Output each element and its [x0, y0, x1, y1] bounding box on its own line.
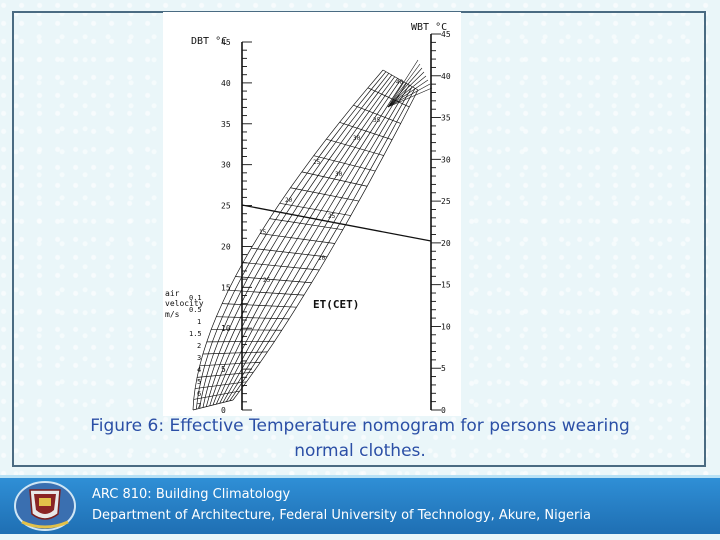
air-velocity-label-3: m/s	[165, 310, 180, 319]
dbt-tick-label: 25	[221, 202, 231, 211]
dbt-tick-label: 0	[221, 406, 226, 415]
grid-label: 20	[285, 197, 293, 204]
mesh-fan-line	[387, 87, 433, 108]
wbt-axis-label: WBT °C	[411, 22, 447, 33]
dbt-tick-label: 35	[221, 120, 231, 129]
velocity-ticks: 7 6 5 4 3 2 1.5 1 0.5 0.1	[189, 294, 202, 410]
mesh-curve	[192, 69, 384, 411]
footer-bar: ARC 810: Building Climatology Department…	[0, 475, 720, 534]
dbt-tick-label: 45	[221, 38, 231, 47]
dbt-tick-label: 10	[221, 324, 231, 333]
dbt-tick-label: 20	[221, 242, 231, 251]
example-et-line	[241, 204, 432, 242]
footer-department: Department of Architecture, Federal Univ…	[92, 508, 591, 523]
mesh-fan-line	[387, 71, 425, 108]
mesh-fan-line	[387, 63, 421, 108]
university-logo	[12, 480, 78, 532]
wbt-tick-label: 15	[441, 281, 451, 290]
mesh-fan-line	[387, 59, 419, 108]
grid-labels: 40 35 30 25 20 15 30 25 20 25	[259, 79, 404, 284]
grid-label: 25	[328, 213, 336, 220]
velocity-tick-label: 0.1	[189, 294, 202, 302]
mesh-curve	[215, 81, 404, 405]
mesh-curve	[219, 83, 407, 404]
mesh-curve	[232, 89, 419, 401]
air-velocity-label-2: velocity	[165, 299, 204, 308]
mesh-curve	[209, 78, 398, 406]
velocity-tick-label: 1.5	[189, 330, 202, 338]
grid-label: 20	[318, 255, 326, 262]
velocity-tick-label: 3	[197, 354, 201, 362]
air-velocity-label-1: air	[165, 289, 180, 298]
mesh-curve	[199, 73, 390, 409]
dbt-axis-label: DBT °C	[191, 36, 227, 47]
mesh-curve	[205, 76, 395, 407]
wbt-tick-label: 40	[441, 72, 451, 81]
dbt-ticks: 45 40 35 30 25 20 15 10 5 0	[221, 38, 252, 415]
velocity-mesh	[192, 59, 433, 411]
mesh-fan-line	[387, 83, 431, 108]
dbt-tick-label: 30	[221, 161, 231, 170]
wbt-tick-label: 30	[441, 155, 451, 164]
footer-bottom-strip	[0, 534, 720, 540]
wbt-tick-label: 25	[441, 197, 451, 206]
grid-label: 35	[373, 117, 381, 124]
dbt-tick-label: 5	[221, 365, 226, 374]
grid-label: 30	[335, 171, 343, 178]
grid-label: 30	[353, 135, 361, 142]
wbt-ticks: 45 40 35 30 25 20 15 10 5 0	[431, 30, 451, 415]
dbt-tick-label: 15	[221, 283, 231, 292]
grid-label: 25	[263, 277, 271, 284]
mesh-curve	[195, 71, 387, 410]
mesh-fan-line	[387, 67, 423, 108]
figure-caption: Figure 6: Effective Temperature nomogram…	[30, 414, 690, 464]
velocity-tick-label: 7	[197, 402, 201, 410]
footer-course: ARC 810: Building Climatology	[92, 487, 291, 502]
et-label: ET(CET)	[313, 298, 359, 311]
velocity-tick-label: 1	[197, 318, 201, 326]
mesh-curve	[222, 84, 410, 403]
wbt-tick-label: 45	[441, 30, 451, 39]
grid-label: 15	[259, 229, 267, 236]
caption-line-1: Figure 6: Effective Temperature nomogram…	[90, 416, 630, 436]
wbt-tick-label: 35	[441, 114, 451, 123]
wbt-tick-label: 10	[441, 322, 451, 331]
wbt-tick-label: 0	[441, 406, 446, 415]
grid-label: 40	[396, 79, 404, 86]
dbt-tick-label: 40	[221, 79, 231, 88]
nomogram-figure: 45 40 35 30 25 20 15 10 5 0 DBT °C 45 40 35 30 25 20 15…	[163, 12, 461, 416]
wbt-tick-label: 5	[441, 364, 446, 373]
grid-label: 25	[313, 159, 321, 166]
wbt-tick-label: 20	[441, 239, 451, 248]
velocity-tick-label: 0.5	[189, 306, 202, 314]
mesh-curve	[212, 79, 401, 406]
mesh-curve	[226, 86, 413, 402]
velocity-tick-label: 5	[197, 378, 201, 386]
mesh-curve	[229, 88, 416, 401]
mesh-curve	[202, 74, 393, 408]
mesh-fan-line	[387, 79, 429, 108]
caption-line-2: normal clothes.	[294, 441, 426, 461]
velocity-tick-label: 6	[197, 390, 201, 398]
velocity-tick-label: 4	[197, 366, 201, 374]
footer-text: ARC 810: Building Climatology Department…	[92, 484, 591, 526]
velocity-tick-label: 2	[197, 342, 201, 350]
mesh-fan-line	[387, 75, 427, 108]
